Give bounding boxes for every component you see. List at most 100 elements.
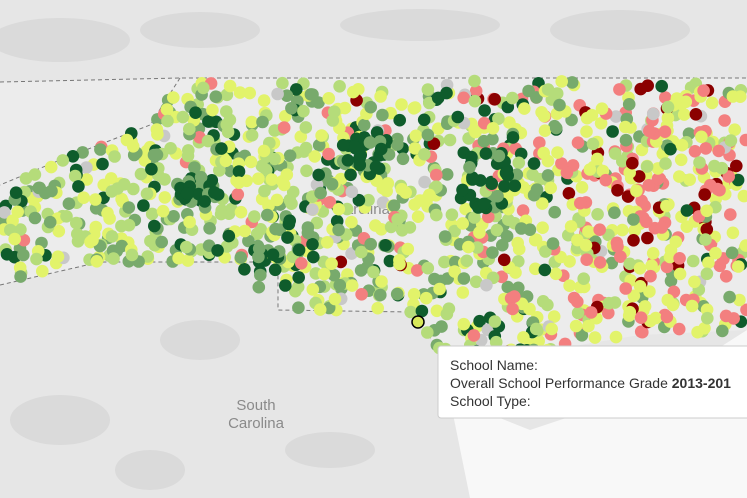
school-point[interactable] [549, 121, 563, 135]
school-point[interactable] [518, 102, 531, 115]
school-point[interactable] [415, 304, 429, 318]
school-point[interactable] [411, 210, 425, 223]
school-point[interactable] [509, 266, 522, 279]
school-point[interactable] [322, 147, 335, 161]
school-point[interactable] [341, 154, 355, 167]
school-point[interactable] [242, 234, 255, 248]
school-point[interactable] [673, 251, 686, 265]
school-point[interactable] [367, 265, 380, 279]
school-point[interactable] [627, 234, 640, 247]
school-point[interactable] [208, 186, 221, 199]
school-point[interactable] [289, 284, 302, 298]
school-point[interactable] [198, 195, 211, 208]
school-point[interactable] [689, 108, 703, 121]
school-point[interactable] [480, 278, 493, 292]
school-point[interactable] [634, 82, 647, 96]
school-point[interactable] [160, 103, 174, 116]
school-point[interactable] [602, 296, 616, 310]
school-point[interactable] [602, 306, 615, 320]
school-point[interactable] [478, 104, 491, 117]
school-point[interactable] [705, 96, 719, 110]
school-point[interactable] [517, 331, 530, 344]
school-point[interactable] [477, 134, 491, 148]
school-point[interactable] [393, 113, 407, 127]
school-point[interactable] [469, 84, 483, 98]
school-point[interactable] [375, 275, 388, 288]
school-point[interactable] [651, 172, 665, 186]
school-point[interactable] [36, 264, 49, 278]
school-point[interactable] [698, 188, 711, 201]
school-point[interactable] [575, 329, 589, 342]
school-point[interactable] [527, 157, 541, 170]
school-point[interactable] [101, 206, 114, 220]
school-point[interactable] [529, 262, 542, 276]
school-point[interactable] [456, 183, 469, 197]
school-point[interactable] [265, 173, 279, 186]
school-point[interactable] [619, 282, 632, 295]
school-point[interactable] [497, 253, 511, 267]
school-point[interactable] [448, 265, 462, 278]
school-point[interactable] [348, 140, 361, 153]
school-point[interactable] [468, 211, 481, 224]
school-point[interactable] [462, 240, 475, 254]
school-point[interactable] [719, 309, 733, 323]
school-point[interactable] [546, 237, 560, 250]
school-point[interactable] [248, 210, 261, 223]
school-point[interactable] [328, 105, 341, 118]
school-point[interactable] [661, 100, 675, 114]
school-point[interactable] [440, 168, 454, 181]
school-point[interactable] [709, 246, 722, 260]
school-point[interactable] [547, 310, 561, 323]
school-point[interactable] [126, 140, 140, 153]
school-point[interactable] [591, 208, 604, 221]
school-point[interactable] [430, 208, 443, 222]
school-point[interactable] [105, 230, 119, 243]
school-point[interactable] [726, 226, 740, 240]
school-point[interactable] [660, 199, 673, 213]
school-point[interactable] [0, 206, 11, 219]
school-point[interactable] [644, 269, 657, 283]
school-point[interactable] [499, 166, 513, 180]
school-point[interactable] [636, 325, 649, 339]
school-point[interactable] [633, 280, 647, 293]
school-point[interactable] [536, 295, 550, 308]
school-point[interactable] [538, 124, 552, 137]
school-point[interactable] [718, 114, 731, 127]
school-point[interactable] [371, 301, 385, 315]
school-point[interactable] [76, 146, 89, 159]
school-point[interactable] [223, 79, 237, 93]
school-point[interactable] [374, 90, 387, 103]
school-point[interactable] [516, 204, 530, 217]
school-point[interactable] [328, 292, 342, 306]
school-point[interactable] [611, 240, 624, 253]
school-point[interactable] [194, 170, 208, 184]
school-point[interactable] [107, 252, 120, 265]
school-point[interactable] [300, 164, 313, 178]
school-point[interactable] [276, 76, 289, 90]
school-point[interactable] [383, 254, 397, 268]
school-point[interactable] [89, 220, 103, 234]
school-point[interactable] [711, 182, 724, 196]
school-point[interactable] [257, 94, 271, 107]
school-point[interactable] [256, 115, 269, 129]
school-point[interactable] [252, 250, 265, 264]
school-point[interactable] [645, 259, 658, 273]
school-point[interactable] [640, 215, 653, 229]
school-point[interactable] [221, 125, 235, 139]
school-point[interactable] [260, 163, 273, 177]
school-point[interactable] [722, 170, 735, 183]
school-point[interactable] [702, 256, 715, 270]
school-point[interactable] [0, 248, 14, 261]
school-point[interactable] [664, 142, 677, 156]
school-point[interactable] [569, 319, 583, 333]
school-point[interactable] [327, 268, 341, 282]
school-point[interactable] [469, 125, 482, 139]
school-point[interactable] [619, 120, 632, 134]
school-point[interactable] [563, 255, 576, 268]
school-point[interactable] [379, 239, 392, 252]
school-point[interactable] [232, 165, 246, 178]
school-point[interactable] [737, 189, 747, 203]
school-point[interactable] [294, 130, 308, 143]
school-point[interactable] [643, 124, 656, 138]
school-point[interactable] [661, 111, 675, 125]
